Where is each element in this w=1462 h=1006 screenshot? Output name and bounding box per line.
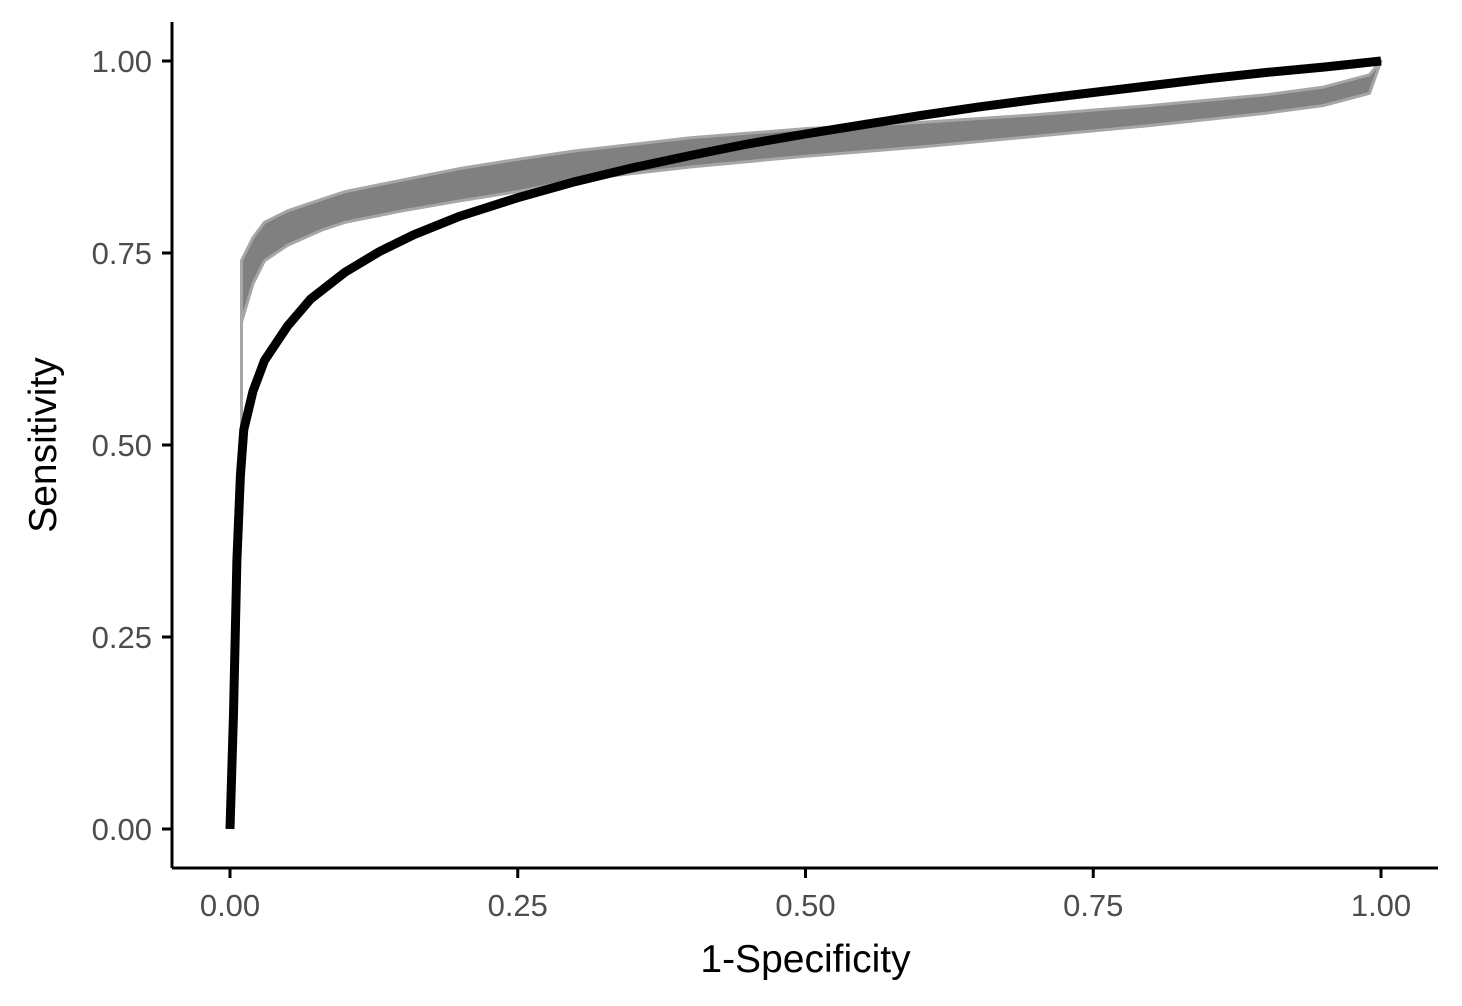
y-tick-label: 0.00	[92, 812, 152, 847]
y-tick-label: 0.50	[92, 428, 152, 463]
y-axis-title: Sensitivity	[22, 357, 65, 533]
main-roc-line	[225, 56, 1382, 830]
y-axis-ticks: 0.00 0.25 0.50 0.75 1.00	[92, 44, 172, 847]
y-tick-label: 0.75	[92, 236, 152, 271]
y-tick-label: 1.00	[92, 44, 152, 79]
x-axis-ticks: 0.00 0.25 0.50 0.75 1.00	[200, 868, 1411, 923]
x-axis-title: 1-Specificity	[700, 938, 911, 981]
bootstrap-band	[240, 59, 1383, 432]
bootstrap-band-layer	[240, 59, 1383, 432]
x-tick-label: 0.25	[488, 888, 548, 923]
x-tick-label: 0.75	[1063, 888, 1123, 923]
main-curve-layer	[225, 56, 1382, 830]
axes: 0.00 0.25 0.50 0.75 1.00 0.00 0.25 0.50 0.75 1.0…	[22, 22, 1438, 981]
x-tick-label: 0.00	[200, 888, 260, 923]
x-tick-label: 1.00	[1351, 888, 1411, 923]
x-tick-label: 0.50	[775, 888, 835, 923]
y-tick-label: 0.25	[92, 620, 152, 655]
